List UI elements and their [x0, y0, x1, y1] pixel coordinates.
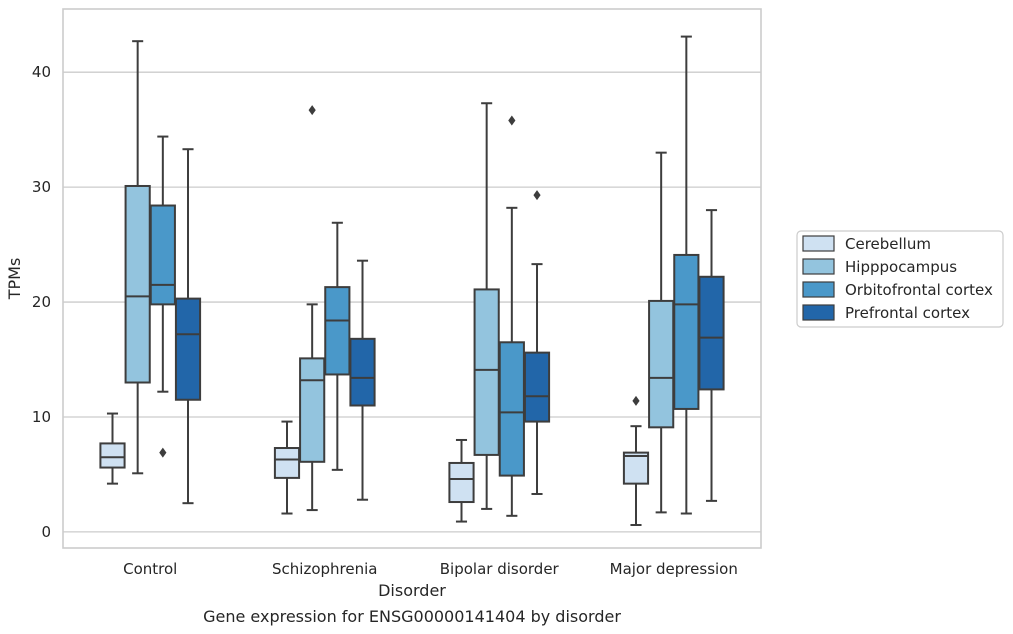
box-body — [273, 447, 301, 479]
outlier-point — [632, 395, 640, 406]
legend-label: Cerebellum — [845, 235, 931, 253]
y-tick-label: 20 — [32, 293, 51, 311]
box-cerebellum — [448, 438, 475, 523]
box-cerebellum — [99, 412, 126, 485]
box-prefrontal-cortex — [698, 209, 725, 502]
box-body — [149, 204, 176, 306]
box-body — [498, 341, 525, 477]
x-tick-label: Major depression — [610, 560, 738, 578]
legend-label: Prefrontal cortex — [845, 304, 970, 322]
box-body — [99, 442, 126, 469]
box-prefrontal-cortex — [523, 190, 551, 495]
box-body — [673, 253, 700, 410]
box-body — [299, 357, 326, 463]
outlier-point — [159, 447, 167, 458]
box-body — [473, 288, 500, 456]
legend-item: Prefrontal cortex — [802, 304, 970, 322]
box-body — [698, 275, 725, 391]
box-body — [448, 461, 475, 504]
legend-swatch — [802, 258, 835, 275]
box-hipppocampus — [473, 102, 500, 510]
legend-item: Orbitofrontal cortex — [802, 281, 993, 299]
y-tick-label: 10 — [32, 408, 51, 426]
box-cerebellum — [273, 420, 301, 515]
box-body — [324, 286, 351, 376]
plot-frame — [62, 8, 762, 549]
outlier-point — [508, 115, 516, 126]
x-tick-label: Schizophrenia — [272, 560, 377, 578]
box-orbitofrontal-cortex — [498, 115, 525, 517]
box-groups — [99, 35, 725, 527]
box-body — [523, 351, 551, 423]
legend: Cerebellum Hipppocampus Orbitofrontal cort… — [796, 230, 1004, 328]
y-tick-label: 0 — [41, 523, 51, 541]
legend-frame — [796, 230, 1004, 328]
legend-swatch — [802, 304, 835, 321]
box-orbitofrontal-cortex — [149, 135, 176, 458]
box-hipppocampus — [124, 40, 151, 475]
box-body — [174, 297, 202, 401]
box-body — [622, 451, 650, 485]
box-cerebellum — [622, 395, 650, 527]
x-axis-label: Disorder — [378, 581, 446, 600]
x-tick-labels: Control Schizophrenia Bipolar disorder Majo… — [123, 560, 738, 578]
box-body — [349, 337, 376, 407]
y-axis-label: TPMs — [5, 258, 24, 301]
y-tick-label: 40 — [32, 63, 51, 81]
x-tick-label: Control — [123, 560, 177, 578]
y-tick-labels: 0 10 20 30 40 — [32, 63, 51, 541]
box-prefrontal-cortex — [174, 148, 202, 505]
y-tick-label: 30 — [32, 178, 51, 196]
box-prefrontal-cortex — [349, 259, 376, 501]
outlier-point — [533, 190, 541, 201]
legend-item: Hipppocampus — [802, 258, 957, 276]
box-hipppocampus — [648, 151, 675, 514]
box-body — [648, 299, 675, 429]
outlier-point — [308, 105, 316, 116]
legend-item: Cerebellum — [802, 235, 931, 253]
legend-swatch — [802, 281, 835, 298]
legend-swatch — [802, 235, 835, 252]
box-body — [124, 184, 151, 384]
legend-label: Orbitofrontal cortex — [845, 281, 993, 299]
box-orbitofrontal-cortex — [324, 221, 351, 471]
chart-caption: Gene expression for ENSG00000141404 by d… — [203, 607, 621, 626]
legend-label: Hipppocampus — [845, 258, 957, 276]
box-orbitofrontal-cortex — [673, 35, 700, 515]
x-tick-label: Bipolar disorder — [440, 560, 560, 578]
box-hipppocampus — [299, 105, 326, 512]
